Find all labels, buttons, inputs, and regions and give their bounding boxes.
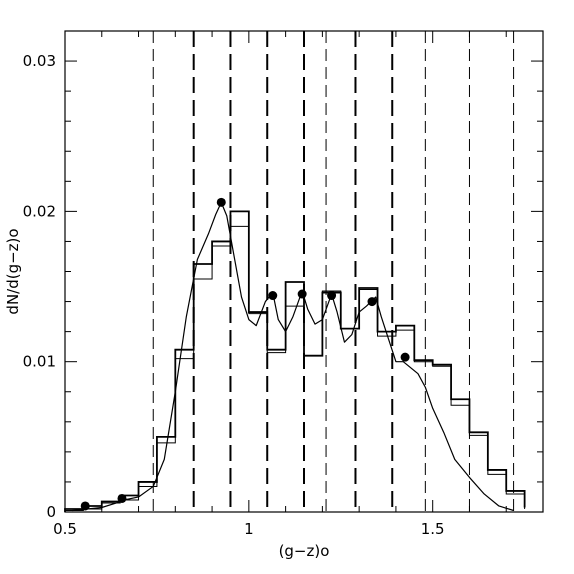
data-point: [268, 291, 278, 301]
histogram-step: [64, 225, 526, 512]
y-axis-label: dN/d(g−z)o: [4, 228, 22, 314]
x-axis-label: (g−z)o: [279, 542, 330, 560]
divider-lines: [152, 31, 515, 512]
y-tick-label: 0.03: [23, 52, 56, 70]
data-point: [117, 493, 127, 503]
histogram-bars: [64, 225, 526, 512]
data-point: [367, 297, 377, 307]
tick-labels: 0.5 1 1.5 0 0.01 0.02 0.03: [23, 52, 445, 538]
data-point: [216, 197, 226, 207]
data-point: [80, 501, 90, 511]
density-curve: [72, 201, 514, 512]
data-point: [297, 289, 307, 299]
histogram-bars-secondary: [64, 210, 526, 512]
x-tick-label: 0.5: [53, 520, 77, 538]
data-point: [327, 291, 337, 301]
x-tick-label: 1.5: [421, 520, 445, 538]
x-tick-label: 1: [244, 520, 254, 538]
axis-ticks: [64, 30, 544, 513]
data-point: [400, 352, 410, 362]
histogram-step-secondary: [64, 210, 526, 512]
y-tick-label: 0: [46, 503, 56, 521]
y-tick-label: 0.02: [23, 202, 56, 220]
y-tick-label: 0.01: [23, 353, 56, 371]
peak-points: [80, 197, 410, 511]
density-curve-line: [72, 201, 514, 512]
